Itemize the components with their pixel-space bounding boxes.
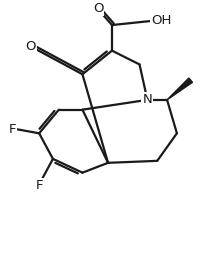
Text: N: N [143, 93, 152, 106]
Polygon shape [167, 78, 192, 100]
Text: O: O [93, 2, 103, 15]
Text: F: F [35, 179, 43, 192]
Text: F: F [9, 123, 16, 136]
Text: OH: OH [151, 14, 171, 27]
Text: O: O [25, 40, 35, 53]
